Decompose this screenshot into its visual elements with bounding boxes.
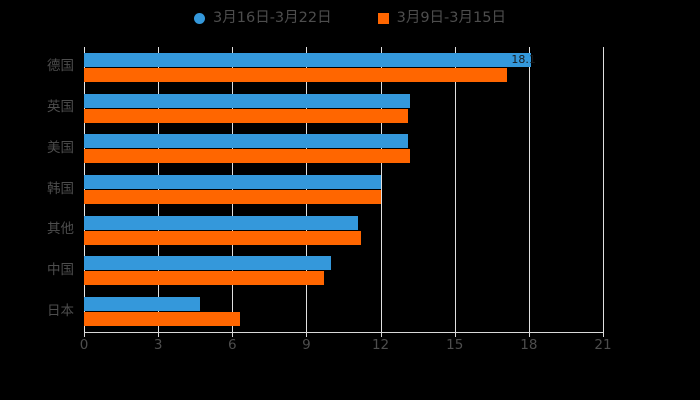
bar[interactable]	[84, 67, 507, 82]
legend-label-series-1: 3月9日-3月15日	[396, 9, 506, 26]
legend-marker-square-icon	[377, 12, 389, 24]
bar[interactable]	[84, 230, 361, 245]
gridline-x-15	[454, 47, 456, 332]
y-axis-label-0: 德国	[47, 58, 74, 75]
bar[interactable]	[84, 93, 411, 108]
gridline-x-0	[84, 47, 85, 332]
y-axis-labels: 德国英国美国韩国其他中国日本	[0, 47, 74, 332]
x-axis-labels: 0 3 6 9 12 15 18 21	[0, 337, 700, 361]
gridline-x-21	[603, 47, 604, 332]
x-axis-tick-label-3: 3	[153, 337, 163, 353]
y-axis-label-6: 日本	[47, 302, 74, 319]
x-tick-mark-9	[306, 332, 308, 337]
bar[interactable]	[84, 215, 359, 230]
x-tick-mark-6	[232, 332, 234, 337]
x-tick-mark-15	[454, 332, 456, 337]
bar[interactable]	[84, 297, 201, 312]
legend-item-series-0[interactable]: 3月16日-3月22日	[194, 11, 332, 26]
x-axis-tick-label-21: 21	[594, 337, 612, 353]
x-axis-tick-label-12: 12	[371, 337, 390, 353]
gridline-x-3	[158, 47, 160, 332]
legend-label-series-0: 3月16日-3月22日	[213, 9, 332, 26]
x-tick-mark-21	[603, 332, 604, 337]
x-axis-tick-label-9: 9	[302, 337, 311, 353]
legend-marker-circle-icon	[194, 12, 206, 24]
bar[interactable]	[84, 108, 408, 123]
bar[interactable]	[84, 256, 332, 271]
plot-area: 18.1	[84, 47, 604, 332]
gridline-x-6	[232, 47, 234, 332]
y-axis-label-5: 中国	[47, 261, 74, 278]
x-tick-mark-0	[84, 332, 85, 337]
gridline-x-9	[306, 47, 308, 332]
y-axis-label-1: 英国	[47, 99, 74, 116]
legend-item-series-1[interactable]: 3月9日-3月15日	[377, 9, 506, 26]
x-axis-tick-label-18: 18	[520, 337, 538, 353]
y-axis-label-4: 其他	[47, 221, 74, 238]
bar[interactable]	[84, 134, 408, 149]
bar[interactable]	[84, 190, 381, 204]
y-axis-label-2: 美国	[47, 139, 74, 156]
bar[interactable]	[84, 271, 324, 286]
bar[interactable]	[84, 52, 532, 67]
x-axis-line	[84, 332, 603, 333]
x-axis-tick-label-15: 15	[446, 337, 464, 353]
bar-value-label: 18.1	[511, 52, 536, 66]
bar[interactable]	[84, 312, 240, 327]
y-axis-label-3: 韩国	[47, 180, 74, 197]
gridline-x-18	[528, 47, 530, 332]
gridline-x-12	[380, 47, 382, 332]
x-axis-tick-label-6: 6	[227, 337, 237, 353]
x-tick-mark-18	[528, 332, 530, 337]
bar[interactable]	[84, 175, 381, 189]
x-tick-mark-3	[158, 332, 160, 337]
x-tick-mark-12	[380, 332, 382, 337]
x-axis-tick-label-0: 0	[79, 337, 89, 353]
chart-legend: 3月16日-3月22日 3月9日-3月15日	[0, 6, 700, 30]
bar[interactable]	[84, 149, 411, 164]
